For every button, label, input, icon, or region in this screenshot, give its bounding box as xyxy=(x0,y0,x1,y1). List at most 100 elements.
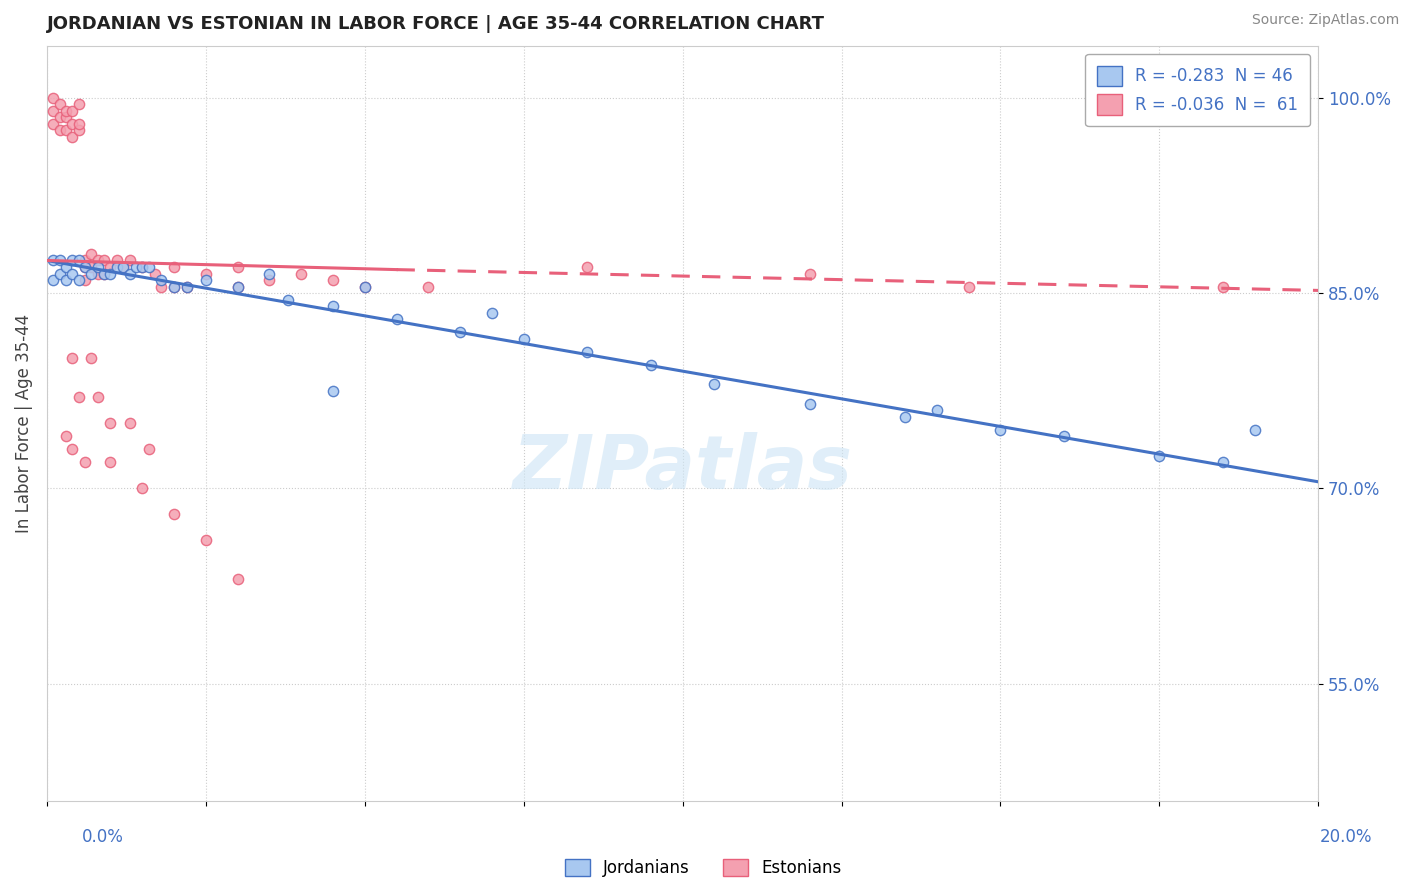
Point xyxy=(67,117,90,131)
Point xyxy=(226,279,249,293)
Point xyxy=(1053,429,1076,443)
Point xyxy=(118,267,141,281)
Point xyxy=(55,110,77,124)
Point xyxy=(163,260,186,274)
Point xyxy=(131,481,153,495)
Point xyxy=(259,273,281,287)
Text: 0.0%: 0.0% xyxy=(82,828,124,846)
Point xyxy=(576,344,599,359)
Point xyxy=(138,260,160,274)
Text: JORDANIAN VS ESTONIAN IN LABOR FORCE | AGE 35-44 CORRELATION CHART: JORDANIAN VS ESTONIAN IN LABOR FORCE | A… xyxy=(46,15,825,33)
Point xyxy=(290,267,312,281)
Point xyxy=(67,253,90,268)
Point xyxy=(576,260,599,274)
Point xyxy=(55,103,77,118)
Point xyxy=(73,260,96,274)
Point xyxy=(42,103,65,118)
Point xyxy=(163,508,186,522)
Point xyxy=(226,279,249,293)
Point xyxy=(67,123,90,137)
Point xyxy=(112,260,135,274)
Point xyxy=(894,409,917,424)
Point xyxy=(80,351,103,365)
Point xyxy=(194,533,217,548)
Point xyxy=(55,123,77,137)
Point xyxy=(322,299,344,313)
Point xyxy=(48,97,70,112)
Point xyxy=(176,279,198,293)
Point xyxy=(87,267,110,281)
Point xyxy=(55,429,77,443)
Point xyxy=(957,279,980,293)
Point xyxy=(87,390,110,404)
Point xyxy=(481,305,503,319)
Point xyxy=(48,123,70,137)
Point xyxy=(80,260,103,274)
Point xyxy=(48,267,70,281)
Point xyxy=(418,279,440,293)
Point xyxy=(277,293,299,307)
Point xyxy=(100,455,122,469)
Text: ZIPatlas: ZIPatlas xyxy=(513,432,852,505)
Point xyxy=(73,455,96,469)
Point xyxy=(67,97,90,112)
Point xyxy=(322,273,344,287)
Point xyxy=(55,260,77,274)
Point xyxy=(799,267,821,281)
Point xyxy=(73,260,96,274)
Point xyxy=(194,267,217,281)
Point xyxy=(105,253,128,268)
Point xyxy=(512,332,534,346)
Point xyxy=(67,273,90,287)
Point xyxy=(60,253,83,268)
Point xyxy=(60,351,83,365)
Point xyxy=(80,267,103,281)
Point xyxy=(226,573,249,587)
Point xyxy=(42,273,65,287)
Point xyxy=(150,279,173,293)
Point xyxy=(353,279,375,293)
Point xyxy=(100,260,122,274)
Point xyxy=(703,377,725,392)
Y-axis label: In Labor Force | Age 35-44: In Labor Force | Age 35-44 xyxy=(15,314,32,533)
Point xyxy=(150,273,173,287)
Point xyxy=(1149,449,1171,463)
Point xyxy=(990,423,1012,437)
Point xyxy=(163,279,186,293)
Point xyxy=(87,253,110,268)
Point xyxy=(48,253,70,268)
Point xyxy=(640,358,662,372)
Point xyxy=(353,279,375,293)
Point xyxy=(42,117,65,131)
Point xyxy=(93,267,115,281)
Point xyxy=(176,279,198,293)
Point xyxy=(143,267,166,281)
Point xyxy=(131,260,153,274)
Point xyxy=(60,103,83,118)
Point xyxy=(87,260,110,274)
Point xyxy=(42,253,65,268)
Point xyxy=(1243,423,1265,437)
Legend: Jordanians, Estonians: Jordanians, Estonians xyxy=(558,852,848,884)
Point xyxy=(131,260,153,274)
Point xyxy=(118,416,141,430)
Point xyxy=(48,110,70,124)
Point xyxy=(163,279,186,293)
Point xyxy=(125,260,148,274)
Point xyxy=(100,267,122,281)
Point xyxy=(118,253,141,268)
Point xyxy=(100,416,122,430)
Point xyxy=(105,260,128,274)
Point xyxy=(112,260,135,274)
Point xyxy=(449,325,471,339)
Point xyxy=(73,253,96,268)
Point xyxy=(138,442,160,457)
Point xyxy=(55,273,77,287)
Point xyxy=(42,91,65,105)
Point xyxy=(67,390,90,404)
Legend: R = -0.283  N = 46, R = -0.036  N =  61: R = -0.283 N = 46, R = -0.036 N = 61 xyxy=(1085,54,1310,127)
Point xyxy=(925,403,948,417)
Point xyxy=(259,267,281,281)
Point xyxy=(60,117,83,131)
Point xyxy=(799,397,821,411)
